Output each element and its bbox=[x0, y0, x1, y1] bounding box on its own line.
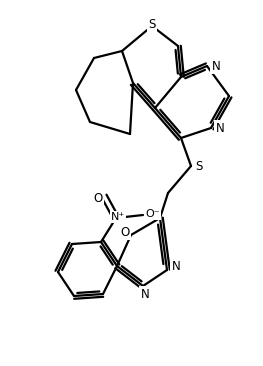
Text: O: O bbox=[120, 225, 130, 239]
Text: O: O bbox=[93, 191, 103, 205]
Text: N: N bbox=[216, 122, 224, 134]
Text: N: N bbox=[212, 60, 220, 72]
Text: N: N bbox=[172, 261, 180, 273]
Text: O⁻: O⁻ bbox=[146, 209, 160, 219]
Text: S: S bbox=[195, 160, 203, 172]
Text: N⁺: N⁺ bbox=[111, 212, 125, 222]
Text: N: N bbox=[141, 288, 149, 300]
Text: S: S bbox=[148, 19, 156, 31]
